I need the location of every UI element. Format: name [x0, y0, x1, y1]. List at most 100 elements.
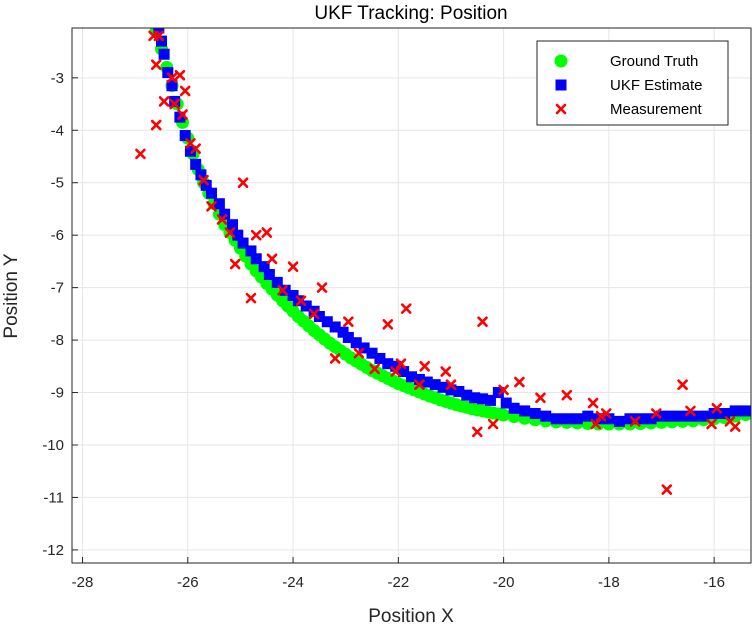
estimate-point [613, 415, 625, 427]
estimate-point [155, 35, 167, 47]
estimate-point [519, 405, 531, 417]
estimate-point [666, 410, 678, 422]
estimate-point [390, 360, 402, 372]
measurement-point [677, 379, 688, 390]
measurement-point [729, 421, 741, 432]
measurement-point [711, 402, 723, 414]
y-tick-label: -7 [51, 280, 64, 297]
estimate-point [213, 198, 225, 210]
estimate-point [461, 389, 473, 401]
estimate-point [603, 413, 615, 425]
estimate-point [484, 394, 496, 406]
estimate-point [421, 376, 433, 388]
measurement-point [287, 261, 299, 272]
estimate-point [540, 410, 552, 422]
x-tick-label: -28 [72, 574, 94, 591]
plot-frame [71, 27, 752, 564]
y-axis-title: Position Y [1, 253, 22, 339]
estimate-point [237, 237, 249, 249]
estimate-point [698, 410, 710, 422]
estimate-point [469, 392, 481, 404]
axis-ticks: -28 -26 -24 -22 -20 -18 -16 -12 -11 -10 -9 -8 -7 -6 -5… [42, 70, 725, 591]
estimate-point [263, 269, 275, 281]
chart-title: UKF Tracking: Position [314, 3, 507, 24]
estimate-point [313, 310, 325, 322]
legend-marker-square [555, 79, 567, 91]
estimate-point [561, 413, 573, 425]
estimate-point [413, 373, 425, 385]
estimate-point [550, 413, 562, 425]
measurement-point [224, 227, 236, 238]
y-tick-label: -11 [43, 489, 64, 506]
x-tick-label: -24 [282, 574, 304, 591]
estimate-point [571, 413, 583, 425]
measurement-point [158, 96, 170, 107]
measurement-point [216, 214, 228, 225]
estimate-point [245, 245, 257, 257]
legend-label: Measurement [610, 101, 703, 118]
estimate-point [184, 145, 196, 157]
measurement-point [590, 418, 602, 430]
estimate-point [634, 413, 646, 425]
estimate-point [358, 342, 370, 354]
measurement-point [390, 366, 402, 377]
estimate-point [374, 352, 386, 364]
estimate-point [740, 405, 751, 417]
estimate-point [219, 208, 231, 220]
series-ukf-estimate [153, 28, 751, 427]
estimate-point [582, 410, 594, 422]
y-tick-label: -12 [42, 542, 64, 559]
y-tick-label: -3 [51, 70, 64, 87]
measurement-point [198, 174, 209, 186]
y-tick-label: -4 [51, 122, 64, 139]
estimate-point [429, 379, 441, 391]
estimate-point [200, 179, 212, 191]
measurement-point [440, 366, 452, 377]
estimate-point [492, 387, 504, 399]
x-tick-label: -22 [387, 574, 409, 591]
estimate-point [205, 187, 217, 199]
measurement-point [250, 229, 262, 241]
estimate-point [232, 229, 244, 241]
estimate-point [250, 253, 262, 265]
estimate-point [437, 381, 449, 393]
estimate-point [169, 95, 181, 107]
estimate-point [382, 358, 394, 370]
estimate-point [342, 331, 354, 343]
estimate-point [453, 385, 465, 397]
measurement-point [229, 258, 241, 270]
measurement-point [650, 408, 662, 419]
estimate-point [406, 371, 417, 383]
measurement-point [595, 410, 607, 422]
measurement-point [477, 316, 488, 328]
y-tick-label: -8 [51, 332, 64, 349]
series-measurement [135, 30, 741, 495]
measurement-point [261, 227, 273, 238]
measurement-point [308, 308, 320, 320]
measurement-point [329, 353, 341, 364]
data-series [135, 28, 751, 495]
measurement-point [245, 292, 257, 304]
measurement-point [150, 59, 162, 71]
estimate-point [656, 410, 668, 422]
estimate-point [321, 316, 333, 328]
y-tick-label: -6 [51, 227, 64, 244]
x-tick-label: -26 [177, 574, 199, 591]
measurement-point [353, 347, 365, 359]
measurement-point [629, 416, 641, 427]
estimate-point [158, 48, 170, 60]
x-tick-label: -20 [493, 574, 515, 591]
measurement-point [487, 418, 499, 430]
measurement-point [237, 177, 249, 189]
estimate-point [529, 408, 541, 420]
estimate-point [258, 261, 270, 273]
measurement-point [445, 379, 457, 390]
estimate-point [190, 158, 202, 170]
measurement-point [395, 358, 407, 369]
legend-label: Ground Truth [610, 53, 698, 70]
estimate-point [398, 366, 410, 378]
estimate-point [729, 405, 741, 417]
y-tick-label: -5 [51, 175, 64, 192]
legend-label: UKF Estimate [610, 77, 703, 94]
